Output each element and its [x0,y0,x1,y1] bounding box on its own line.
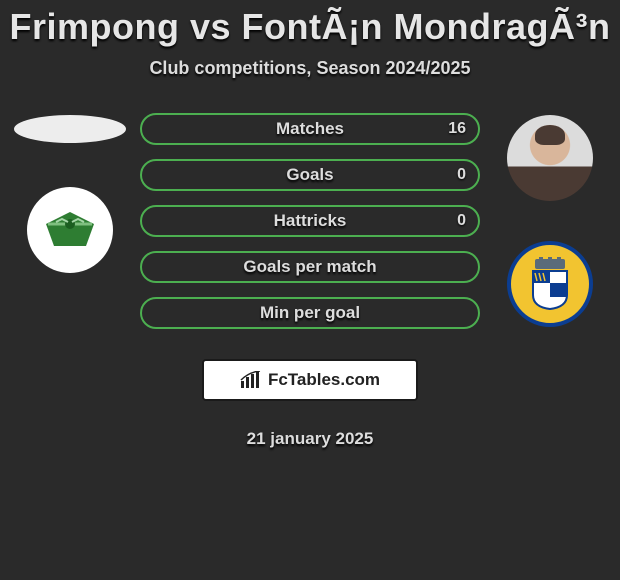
stat-row-hattricks: Hattricks 0 [140,205,480,237]
stat-right-value: 0 [457,166,466,184]
brand-box[interactable]: FcTables.com [202,359,418,401]
stat-row-goals-per-match: Goals per match [140,251,480,283]
shield-icon [42,202,98,258]
comparison-subtitle: Club competitions, Season 2024/2025 [149,58,470,79]
club-left-badge [27,187,113,273]
club-right-badge-inner [527,257,573,311]
crest-icon [527,257,573,311]
stat-row-goals: Goals 0 [140,159,480,191]
player-left-avatar [14,115,126,143]
stats-column: Matches 16 Goals 0 Hattricks 0 Goals per… [130,113,490,449]
club-left-badge-inner [42,202,98,258]
stat-right-value: 0 [457,212,466,230]
comparison-title: Frimpong vs FontÃ¡n MondragÃ³n [10,6,611,48]
brand-label: FcTables.com [268,370,380,390]
stat-label: Matches [276,119,344,139]
stat-row-min-per-goal: Min per goal [140,297,480,329]
stat-label: Min per goal [260,303,360,323]
bar-chart-icon [240,371,262,389]
stat-row-matches: Matches 16 [140,113,480,145]
stat-right-value: 16 [448,120,466,138]
player-right-avatar [507,115,593,201]
comparison-body: Matches 16 Goals 0 Hattricks 0 Goals per… [0,109,620,449]
right-column [490,109,610,449]
club-right-badge [507,241,593,327]
stat-label: Goals [286,165,333,185]
left-column [10,109,130,449]
comparison-date: 21 january 2025 [130,429,490,449]
stat-label: Hattricks [274,211,347,231]
stat-label: Goals per match [243,257,376,277]
